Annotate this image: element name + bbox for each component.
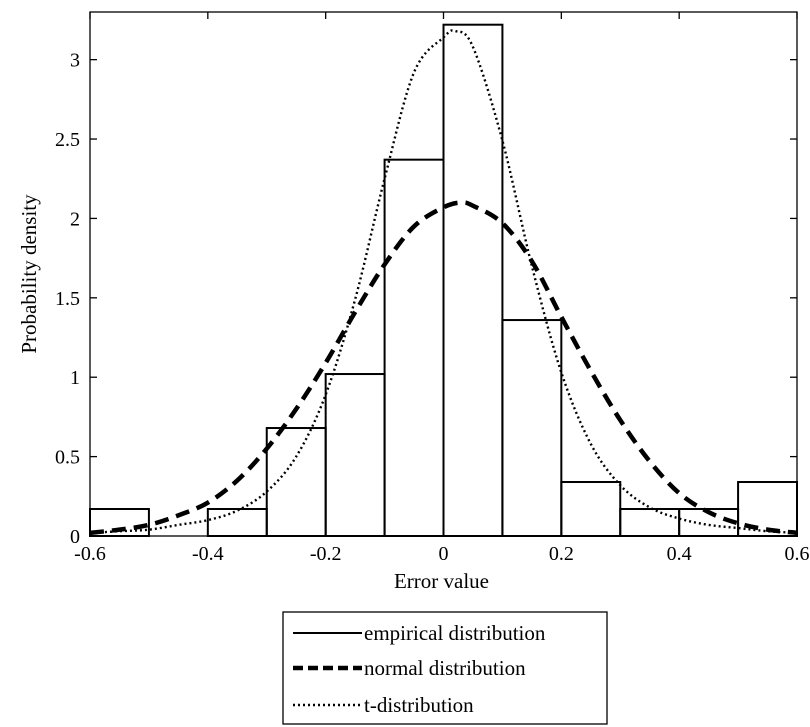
x-tick-label: -0.6 (74, 543, 106, 565)
legend-label-normal: normal distribution (364, 656, 526, 680)
distribution-curves (89, 29, 798, 536)
histogram-bar (442, 23, 504, 537)
y-tick-label: 2 (70, 208, 80, 230)
legend-label-t: t-distribution (364, 693, 474, 717)
histogram-bar (501, 319, 563, 537)
histogram-bar (383, 158, 445, 537)
histogram-bars (89, 23, 798, 538)
histogram-bar (324, 373, 386, 538)
x-tick-label: -0.4 (192, 543, 224, 565)
y-axis-label: Probability density (17, 194, 41, 354)
x-tick-label: 0.4 (667, 543, 692, 565)
normal-distribution-curve (89, 200, 798, 536)
x-tick-label: 0 (439, 543, 449, 565)
axis-ticks (89, 12, 798, 537)
x-tick-label: -0.2 (310, 543, 342, 565)
y-tick-label: 0.5 (55, 447, 80, 469)
histogram-bar (619, 508, 681, 538)
legend: empirical distribution normal distributi… (282, 611, 608, 725)
y-tick-label: 1 (70, 367, 80, 389)
y-tick-label: 3 (70, 50, 80, 72)
histogram-bar (206, 508, 268, 538)
axis-tick-labels: -0.6 -0.4 -0.2 0 0.2 0.4 0.6 0 0.5 1 1.5 2 2.5 3 (55, 50, 810, 565)
x-tick-label: 0.2 (549, 543, 574, 565)
x-tick-label: 0.6 (785, 543, 810, 565)
y-tick-label: 2.5 (55, 129, 80, 151)
legend-box (282, 611, 608, 725)
x-axis-label: Error value (394, 569, 489, 593)
y-tick-label: 0 (70, 526, 80, 548)
histogram-bar (265, 427, 327, 537)
legend-label-empirical: empirical distribution (364, 621, 546, 645)
histogram-bar (560, 481, 622, 537)
y-tick-label: 1.5 (55, 288, 80, 310)
